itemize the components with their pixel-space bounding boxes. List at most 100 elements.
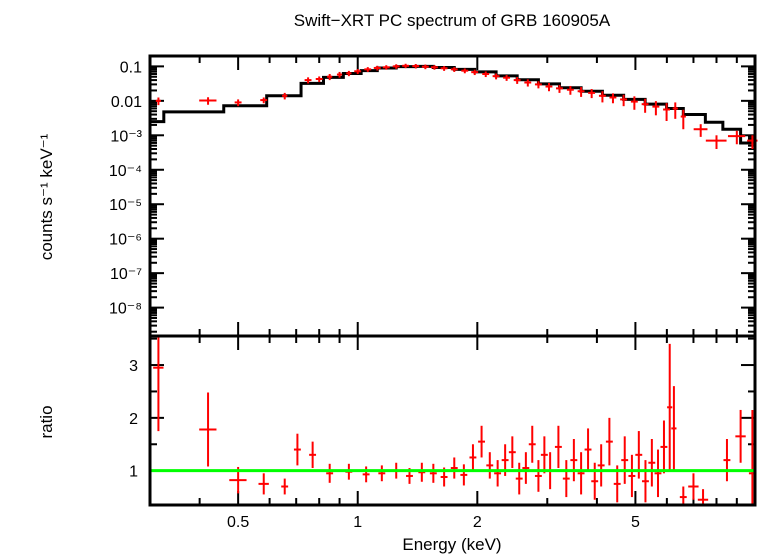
data-point	[598, 91, 606, 103]
data-point	[234, 99, 242, 107]
data-point	[471, 69, 479, 76]
y-tick-label: 0.1	[120, 59, 142, 76]
data-point	[336, 71, 343, 78]
data-point	[199, 97, 217, 105]
y-tick-label: 0.01	[111, 94, 142, 111]
data-point	[534, 81, 542, 89]
data-point	[641, 98, 649, 113]
data-point	[392, 64, 400, 69]
y-tick-label: 10⁻³	[110, 128, 142, 145]
ratio-point	[494, 460, 502, 487]
ratio-point	[641, 460, 649, 503]
data-point	[282, 92, 288, 100]
top-plot-frame	[148, 54, 757, 338]
ratio-point	[418, 462, 426, 482]
data-point	[450, 67, 458, 72]
ratio-point	[199, 392, 217, 467]
data-point	[524, 79, 532, 87]
ratio-point	[153, 336, 164, 432]
data-point	[430, 65, 438, 70]
data-point	[155, 97, 161, 106]
chart-title: Swift−XRT PC spectrum of GRB 160905A	[294, 11, 611, 30]
ratio-point	[378, 465, 386, 482]
ratio-point	[577, 452, 585, 495]
x-tick-label: 1	[353, 514, 362, 531]
data-point	[727, 130, 746, 145]
data-point	[402, 63, 410, 69]
y-tick-label: 10⁻⁴	[109, 163, 142, 180]
data-point	[346, 70, 352, 77]
data-point	[693, 124, 708, 137]
data-point	[566, 85, 574, 95]
data-point	[260, 97, 268, 104]
data-point	[315, 76, 323, 83]
x-tick-label: 5	[631, 514, 640, 531]
x-axis-label: Energy (keV)	[402, 535, 501, 554]
ratio-point	[460, 464, 468, 486]
ratio-point	[258, 473, 269, 495]
data-point	[327, 74, 333, 81]
ratio-point	[515, 462, 523, 495]
data-point	[680, 109, 686, 130]
ratio-point	[654, 449, 662, 498]
y-tick-label: 10⁻⁵	[109, 197, 142, 214]
ratio-point	[508, 436, 516, 469]
ratio-point	[667, 343, 673, 471]
ratio-point	[309, 441, 317, 469]
ratio-point	[362, 466, 370, 483]
ratio-point	[429, 463, 437, 483]
model-line	[150, 64, 755, 145]
data-point	[672, 102, 678, 119]
data-point	[545, 82, 553, 92]
ratio-point	[648, 438, 656, 487]
data-point	[492, 73, 500, 80]
bottom-y-axis-label: ratio	[37, 405, 56, 438]
ratio-point	[688, 473, 699, 500]
ratio-point	[486, 452, 494, 479]
ratio-point	[554, 425, 562, 469]
ratio-point	[591, 462, 599, 500]
ratio-point	[450, 457, 458, 479]
ratio-point	[621, 436, 629, 484]
data-point	[513, 77, 521, 84]
top-y-axis-label: counts s⁻¹ keV⁻¹	[37, 133, 56, 260]
ratio-point	[469, 444, 477, 471]
y-tick-label: 10⁻⁶	[109, 232, 142, 249]
ratio-point	[679, 486, 687, 505]
bottom-panel: 1 2 3 0.5 1 2 5	[129, 334, 757, 531]
data-point	[461, 68, 469, 74]
data-point	[364, 67, 372, 72]
ratio-point	[540, 436, 548, 474]
ratio-point	[584, 428, 592, 471]
x-tick-label: 2	[473, 514, 482, 531]
data-point	[609, 93, 617, 104]
data-point	[482, 71, 490, 78]
data-point	[503, 75, 511, 81]
y-tick-label: 2	[129, 411, 138, 428]
ratio-point	[723, 438, 731, 482]
data-point	[652, 101, 660, 116]
data-point	[555, 84, 563, 93]
data-point	[440, 66, 448, 71]
data-point	[588, 89, 596, 99]
ratio-point	[605, 417, 613, 466]
data-point	[304, 77, 312, 84]
ratio-point	[660, 420, 668, 474]
ratio-point	[570, 438, 578, 482]
bottom-plot-frame	[148, 334, 757, 507]
data-point	[412, 64, 420, 69]
y-tick-label: 1	[129, 464, 138, 481]
ratio-point	[671, 386, 677, 471]
ratio-point	[528, 425, 536, 463]
ratio-point	[281, 478, 289, 495]
ratio-point	[597, 444, 605, 487]
data-point	[421, 64, 429, 70]
data-point	[663, 103, 670, 121]
ratio-point	[534, 460, 542, 492]
data-point	[354, 68, 362, 75]
data-point	[382, 65, 390, 70]
data-point	[577, 87, 585, 97]
ratio-point	[522, 452, 530, 484]
top-panel: 0.1 0.01 10⁻³ 10⁻⁴ 10⁻⁵ 10⁻⁶ 10⁻⁷ 10⁻⁸	[109, 54, 758, 338]
